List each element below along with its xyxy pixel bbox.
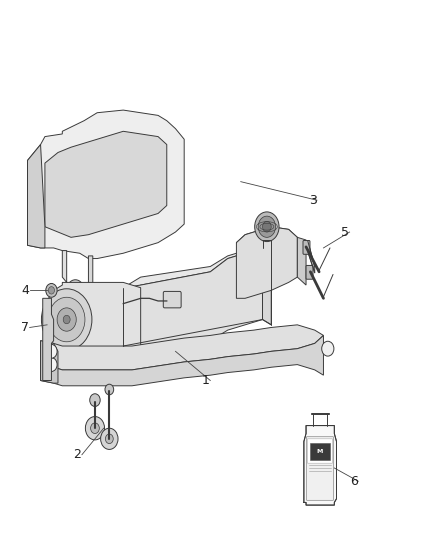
Polygon shape (41, 341, 58, 383)
Polygon shape (123, 248, 262, 349)
Circle shape (105, 384, 114, 395)
Circle shape (46, 284, 57, 297)
Polygon shape (306, 241, 315, 273)
Text: 7: 7 (21, 321, 29, 334)
Text: 3: 3 (309, 193, 317, 207)
Circle shape (57, 308, 76, 331)
FancyBboxPatch shape (311, 442, 330, 460)
Text: 6: 6 (350, 475, 358, 488)
Polygon shape (262, 240, 271, 325)
Polygon shape (43, 298, 53, 381)
Circle shape (106, 434, 113, 443)
Polygon shape (88, 256, 110, 317)
Circle shape (67, 280, 84, 301)
Circle shape (262, 221, 271, 232)
Circle shape (48, 297, 85, 342)
Text: 5: 5 (341, 225, 349, 239)
FancyBboxPatch shape (163, 292, 181, 308)
FancyBboxPatch shape (303, 240, 310, 254)
Circle shape (254, 212, 279, 241)
Polygon shape (41, 325, 323, 370)
FancyBboxPatch shape (307, 437, 333, 500)
Polygon shape (41, 335, 323, 386)
Circle shape (91, 423, 99, 433)
Circle shape (258, 216, 276, 237)
Circle shape (63, 316, 70, 324)
Circle shape (97, 290, 106, 301)
Circle shape (46, 344, 57, 358)
Text: 4: 4 (21, 284, 29, 297)
Text: 1: 1 (202, 374, 210, 387)
Text: 2: 2 (74, 448, 81, 461)
FancyBboxPatch shape (307, 439, 332, 463)
Polygon shape (28, 144, 45, 248)
Polygon shape (237, 227, 297, 259)
Circle shape (85, 417, 105, 440)
Text: M: M (317, 448, 323, 454)
Circle shape (101, 428, 118, 449)
Circle shape (70, 284, 81, 297)
Polygon shape (45, 131, 167, 237)
Circle shape (90, 394, 100, 407)
Circle shape (94, 286, 110, 305)
FancyBboxPatch shape (306, 265, 313, 279)
Polygon shape (237, 227, 297, 298)
Polygon shape (28, 110, 184, 259)
Circle shape (46, 358, 57, 372)
Polygon shape (297, 237, 306, 285)
Polygon shape (123, 240, 271, 290)
Circle shape (42, 289, 92, 350)
Polygon shape (53, 282, 141, 354)
Polygon shape (62, 251, 84, 312)
Circle shape (48, 287, 54, 294)
Circle shape (322, 341, 334, 356)
Polygon shape (304, 425, 336, 505)
